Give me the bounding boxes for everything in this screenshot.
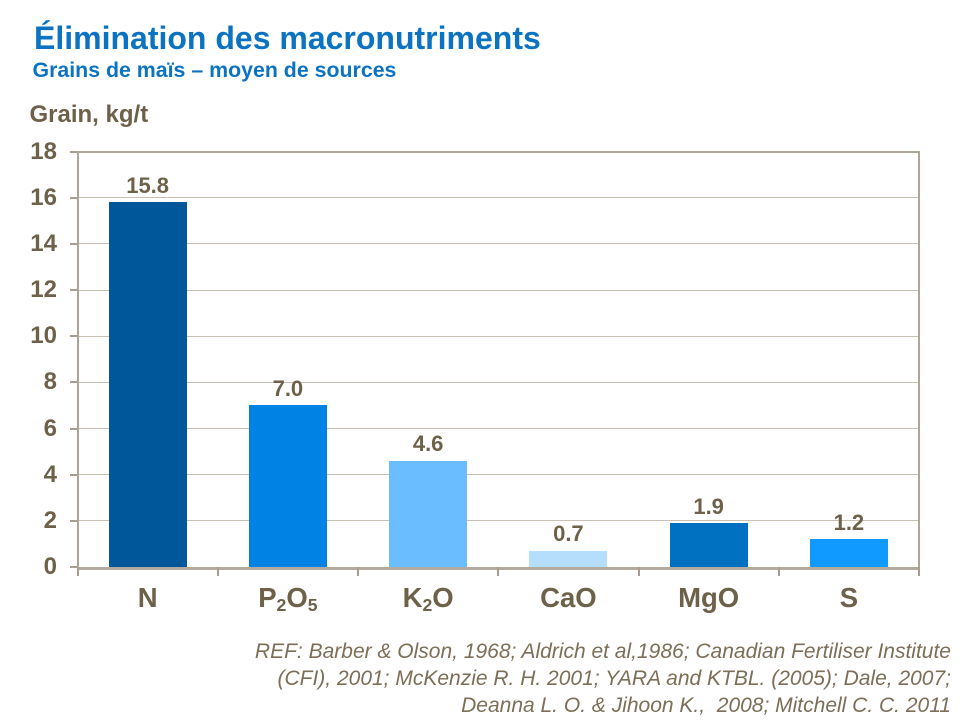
gridline-12 [77, 289, 919, 291]
category-label-subscript: 5 [307, 594, 318, 615]
slide-subtitle: Grains de maïs – moyen de sources [32, 58, 397, 82]
ytick-mark-16 [70, 196, 77, 199]
bar-P₂O₅ [248, 405, 327, 567]
y-axis-title: Grain, kg/t [29, 101, 149, 128]
plot-border-right [918, 150, 920, 568]
reference-text: REF: Barber & Olson, 1968; Aldrich et al… [255, 639, 951, 719]
category-label-S: S [779, 584, 919, 612]
category-tick-5 [777, 567, 780, 576]
reference-line-2: (CFI), 2001; McKenzie R. H. 2001; YARA a… [277, 666, 951, 690]
category-label-text: S [839, 582, 859, 613]
reference-line-1: REF: Barber & Olson, 1968; Aldrich et al… [254, 640, 951, 663]
bar-value-label-K₂O: 4.6 [412, 431, 444, 457]
gridline-2 [77, 520, 919, 522]
ytick-label-16: 16 [30, 183, 57, 211]
category-label-subscript: 2 [422, 594, 433, 615]
bar-S [809, 539, 888, 567]
slide-title: Élimination des macronutriments [34, 20, 541, 56]
ytick-label-10: 10 [30, 322, 57, 350]
category-label-CaO: CaO [498, 584, 638, 612]
bar-value-label-S: 1.2 [833, 509, 865, 535]
category-tick-6 [918, 567, 920, 576]
category-tick-4 [637, 567, 640, 576]
ytick-mark-6 [70, 427, 77, 430]
ytick-label-6: 6 [43, 414, 57, 442]
bar-value-label-N: 15.8 [126, 172, 170, 198]
ytick-label-0: 0 [43, 553, 57, 580]
ytick-label-2: 2 [43, 506, 57, 534]
bar-N [108, 202, 187, 567]
bar-K₂O [389, 460, 468, 567]
gridline-16 [77, 197, 919, 199]
category-label-text: O [432, 582, 454, 613]
category-label-text: MgO [678, 582, 740, 613]
category-label-text: N [137, 582, 158, 613]
category-tick-3 [497, 567, 500, 576]
ytick-mark-8 [70, 381, 77, 384]
gridline-10 [77, 335, 919, 337]
ytick-label-4: 4 [43, 460, 57, 488]
ytick-label-14: 14 [30, 229, 57, 257]
category-label-text: K [402, 582, 423, 613]
bar-value-label-P₂O₅: 7.0 [272, 375, 304, 401]
category-label-K₂O: K2O [358, 582, 498, 615]
category-tick-1 [216, 567, 219, 576]
ytick-mark-2 [70, 519, 77, 522]
gridline-6 [77, 428, 919, 429]
gridline-8 [77, 381, 919, 383]
plot-border-top [76, 150, 920, 153]
ytick-mark-18 [70, 150, 77, 153]
gridline-14 [77, 243, 919, 245]
gridline-4 [77, 474, 919, 476]
ytick-label-8: 8 [43, 368, 57, 396]
category-label-text: O [286, 582, 308, 613]
ytick-mark-0 [70, 566, 77, 568]
reference-line-3: Deanna L. O. & Jihoon K., 2008; Mitchell… [461, 693, 951, 717]
bar-value-label-CaO: 0.7 [553, 521, 584, 547]
ytick-label-12: 12 [30, 276, 57, 303]
ytick-mark-10 [70, 335, 77, 338]
ytick-label-18: 18 [30, 137, 57, 165]
ytick-mark-14 [70, 242, 77, 245]
category-label-text: P [258, 582, 277, 613]
ytick-mark-4 [70, 473, 77, 476]
ytick-mark-12 [70, 289, 77, 291]
category-tick-0 [76, 567, 79, 576]
category-label-MgO: MgO [639, 584, 779, 612]
category-label-text: CaO [540, 582, 597, 613]
category-label-subscript: 2 [276, 594, 287, 615]
bar-value-label-MgO: 1.9 [693, 493, 724, 519]
plot-border-left [76, 150, 79, 568]
category-tick-2 [357, 567, 359, 576]
bar-CaO [529, 550, 608, 567]
bar-MgO [669, 523, 748, 567]
category-label-P₂O₅: P2O5 [218, 582, 358, 615]
category-label-N: N [78, 584, 218, 612]
